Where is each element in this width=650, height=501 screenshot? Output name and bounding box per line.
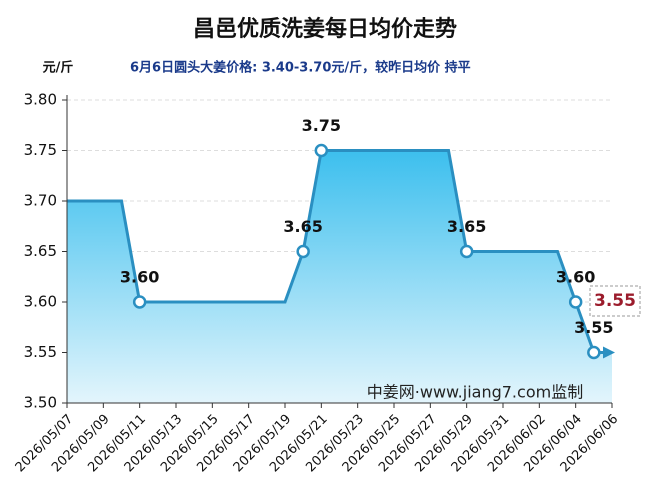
point (568, 295, 583, 309)
subtitle: 6月6日圆头大姜价格: 3.40-3.70元/斤，较昨日均价 持平 (130, 60, 471, 76)
value-label: 3.75 (302, 116, 341, 135)
chart-title: 昌邑优质洗姜每日均价走势 (193, 16, 457, 42)
last-value-label: 3.55 (594, 291, 636, 311)
end-arrow (603, 346, 615, 359)
last-value-box (589, 285, 641, 317)
watermark: 中姜网·www.jiang7.com监制 (367, 383, 583, 402)
value-label: 3.55 (574, 318, 613, 337)
point (459, 244, 474, 259)
value-label: 3.65 (283, 217, 322, 236)
y-tick-label: 3.50 (24, 394, 57, 412)
value-label: 3.60 (556, 268, 595, 287)
y-tick-label: 3.80 (24, 91, 57, 109)
area (67, 150, 612, 403)
y-tick-label: 3.60 (24, 293, 57, 311)
value-label: 3.65 (447, 217, 486, 236)
point (587, 345, 601, 360)
point (132, 295, 147, 309)
point (314, 143, 329, 158)
y-tick-label: 3.75 (24, 141, 57, 159)
y-tick-label: 3.55 (24, 343, 57, 361)
point (296, 244, 310, 259)
y-tick-label: 3.65 (24, 242, 57, 260)
value-label: 3.60 (120, 268, 159, 287)
y-tick-label: 3.70 (24, 192, 57, 210)
line (67, 149, 612, 354)
y-unit: 元/斤 (43, 60, 74, 76)
